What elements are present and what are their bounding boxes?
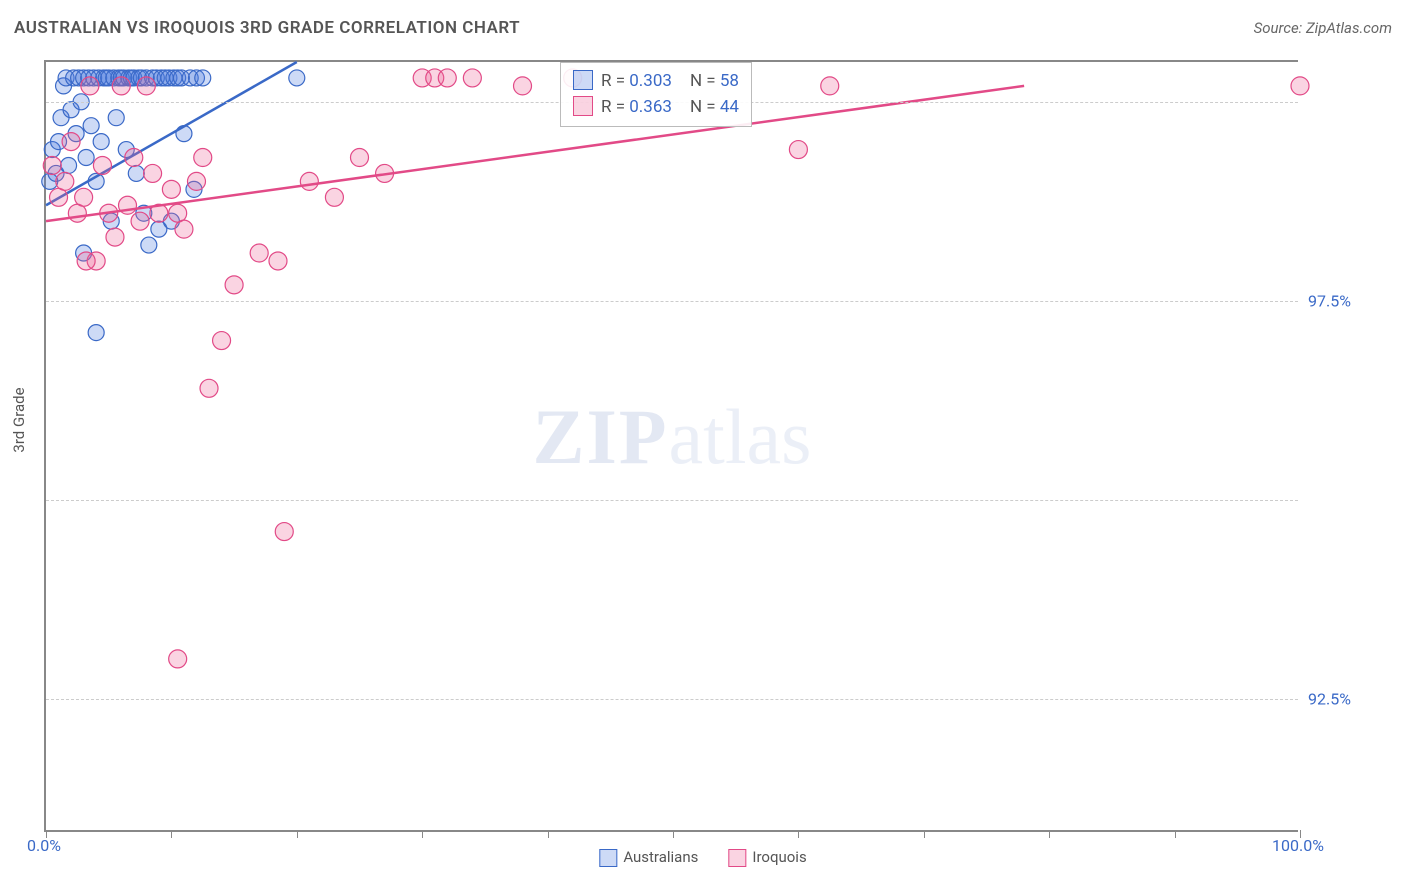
data-point bbox=[50, 188, 68, 206]
data-point bbox=[78, 150, 94, 166]
x-tick bbox=[673, 830, 674, 838]
plot-area: ZIPatlas 92.5%97.5% bbox=[44, 60, 1298, 832]
data-point bbox=[275, 523, 293, 541]
data-point bbox=[131, 212, 149, 230]
data-point bbox=[106, 228, 124, 246]
data-point bbox=[225, 276, 243, 294]
data-point bbox=[112, 77, 130, 95]
x-tick-label: 0.0% bbox=[27, 836, 61, 855]
data-point bbox=[141, 237, 157, 253]
stat-r-value: 0.363 bbox=[629, 97, 672, 117]
data-point bbox=[187, 172, 205, 190]
x-tick bbox=[297, 830, 298, 838]
legend-item: Iroquois bbox=[728, 848, 806, 867]
data-point bbox=[438, 69, 456, 87]
x-tick bbox=[924, 830, 925, 838]
legend-swatch-icon bbox=[728, 849, 746, 867]
x-tick bbox=[1049, 830, 1050, 838]
stat-r-value: 0.303 bbox=[629, 71, 672, 91]
data-point bbox=[68, 204, 86, 222]
stat-n-label: N = bbox=[690, 97, 720, 117]
plot-wrapper: ZIPatlas 92.5%97.5% bbox=[44, 60, 1392, 832]
data-point bbox=[88, 325, 104, 341]
chart-header: AUSTRALIAN VS IROQUOIS 3RD GRADE CORRELA… bbox=[14, 18, 1392, 38]
data-point bbox=[43, 156, 61, 174]
x-tick bbox=[1175, 830, 1176, 838]
data-point bbox=[169, 204, 187, 222]
data-point bbox=[194, 149, 212, 167]
y-axis-title: 3rd Grade bbox=[10, 387, 28, 452]
stat-r-label: R = bbox=[601, 97, 629, 117]
data-point bbox=[75, 188, 93, 206]
x-tick bbox=[798, 830, 799, 838]
stat-row: R = 0.303 N = 58 bbox=[573, 69, 739, 95]
x-tick bbox=[548, 830, 549, 838]
data-point bbox=[176, 126, 192, 142]
stat-n-value: 44 bbox=[720, 97, 739, 117]
data-point bbox=[125, 149, 143, 167]
legend-item: Australians bbox=[599, 848, 698, 867]
data-point bbox=[1291, 77, 1309, 95]
chart-title: AUSTRALIAN VS IROQUOIS 3RD GRADE CORRELA… bbox=[14, 18, 520, 38]
data-point bbox=[169, 650, 187, 668]
data-point bbox=[463, 69, 481, 87]
data-point bbox=[81, 77, 99, 95]
data-point bbox=[300, 172, 318, 190]
data-point bbox=[250, 244, 268, 262]
data-point bbox=[821, 77, 839, 95]
chart-source: Source: ZipAtlas.com bbox=[1254, 19, 1392, 37]
stat-n-label: N = bbox=[690, 71, 720, 91]
data-point bbox=[289, 70, 305, 86]
chart-container: AUSTRALIAN VS IROQUOIS 3RD GRADE CORRELA… bbox=[0, 0, 1406, 892]
legend-label: Australians bbox=[623, 848, 698, 866]
data-point bbox=[77, 252, 95, 270]
data-point bbox=[93, 156, 111, 174]
data-point bbox=[514, 77, 532, 95]
y-tick-label: 92.5% bbox=[1308, 689, 1351, 708]
data-point bbox=[137, 77, 155, 95]
regression-line bbox=[46, 86, 1024, 221]
x-tick bbox=[422, 830, 423, 838]
data-point bbox=[213, 332, 231, 350]
legend-label: Iroquois bbox=[752, 848, 806, 866]
data-point bbox=[128, 165, 144, 181]
data-point bbox=[83, 118, 99, 134]
data-point bbox=[325, 188, 343, 206]
legend-swatch-icon bbox=[599, 849, 617, 867]
series-legend: Australians Iroquois bbox=[599, 848, 806, 867]
data-point bbox=[144, 164, 162, 182]
stat-box: R = 0.303 N = 58 R = 0.363 N = 44 bbox=[560, 62, 752, 127]
data-point bbox=[62, 133, 80, 151]
x-tick bbox=[171, 830, 172, 838]
data-point bbox=[195, 70, 211, 86]
data-point bbox=[93, 134, 109, 150]
data-point bbox=[175, 220, 193, 238]
data-point bbox=[200, 379, 218, 397]
stat-row: R = 0.363 N = 44 bbox=[573, 95, 739, 121]
gridline-h bbox=[46, 500, 1298, 501]
gridline-h bbox=[46, 699, 1298, 700]
data-point bbox=[351, 149, 369, 167]
stat-n-value: 58 bbox=[720, 71, 739, 91]
legend-swatch-icon bbox=[573, 70, 593, 90]
x-tick-label: 100.0% bbox=[1272, 836, 1324, 855]
data-point bbox=[61, 157, 77, 173]
data-point bbox=[162, 180, 180, 198]
data-point bbox=[269, 252, 287, 270]
data-point bbox=[108, 110, 124, 126]
plot-svg bbox=[46, 62, 1300, 834]
legend-swatch-icon bbox=[573, 96, 593, 116]
data-point bbox=[789, 141, 807, 159]
stat-r-label: R = bbox=[601, 71, 629, 91]
gridline-h bbox=[46, 301, 1298, 302]
data-point bbox=[56, 172, 74, 190]
y-tick-label: 97.5% bbox=[1308, 291, 1351, 310]
